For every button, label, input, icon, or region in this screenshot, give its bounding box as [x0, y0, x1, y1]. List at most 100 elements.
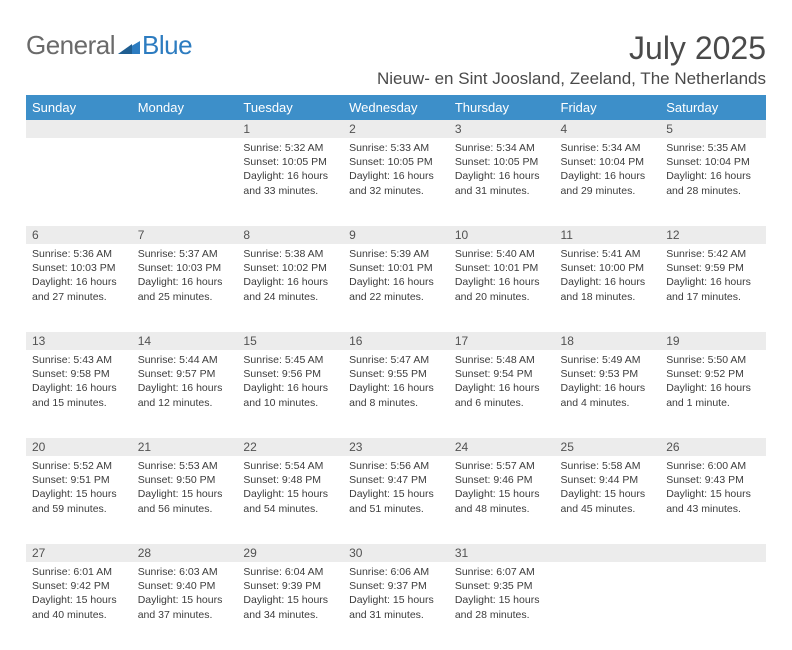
- daynum-row: 12345: [26, 120, 766, 138]
- sunset-line: Sunset: 10:02 PM: [243, 261, 337, 275]
- day-cell: [26, 138, 132, 226]
- day-number: 23: [343, 438, 449, 456]
- day-number: 12: [660, 226, 766, 244]
- daylight-line: Daylight: 16 hours and 17 minutes.: [666, 275, 760, 303]
- day-number: 14: [132, 332, 238, 350]
- weekday-header-row: SundayMondayTuesdayWednesdayThursdayFrid…: [26, 95, 766, 120]
- page-title: July 2025: [377, 30, 766, 67]
- sunset-line: Sunset: 9:54 PM: [455, 367, 549, 381]
- week-row: Sunrise: 5:32 AMSunset: 10:05 PMDaylight…: [26, 138, 766, 226]
- day-cell: Sunrise: 5:43 AMSunset: 9:58 PMDaylight:…: [26, 350, 132, 438]
- day-cell: Sunrise: 5:57 AMSunset: 9:46 PMDaylight:…: [449, 456, 555, 544]
- sunset-line: Sunset: 9:52 PM: [666, 367, 760, 381]
- day-content: Sunrise: 5:37 AMSunset: 10:03 PMDaylight…: [132, 244, 238, 308]
- sunset-line: Sunset: 9:39 PM: [243, 579, 337, 593]
- sunrise-line: Sunrise: 6:00 AM: [666, 459, 760, 473]
- daylight-line: Daylight: 16 hours and 24 minutes.: [243, 275, 337, 303]
- logo-icon: [118, 30, 140, 61]
- day-number: 15: [237, 332, 343, 350]
- day-number: 20: [26, 438, 132, 456]
- day-cell: Sunrise: 5:33 AMSunset: 10:05 PMDaylight…: [343, 138, 449, 226]
- weekday-header: Wednesday: [343, 95, 449, 120]
- day-cell: Sunrise: 5:42 AMSunset: 9:59 PMDaylight:…: [660, 244, 766, 332]
- sunrise-line: Sunrise: 5:35 AM: [666, 141, 760, 155]
- day-cell: Sunrise: 6:00 AMSunset: 9:43 PMDaylight:…: [660, 456, 766, 544]
- daylight-line: Daylight: 16 hours and 15 minutes.: [32, 381, 126, 409]
- sunrise-line: Sunrise: 5:36 AM: [32, 247, 126, 261]
- sunrise-line: Sunrise: 5:34 AM: [561, 141, 655, 155]
- day-cell: Sunrise: 5:44 AMSunset: 9:57 PMDaylight:…: [132, 350, 238, 438]
- header: General Blue July 2025 Nieuw- en Sint Jo…: [26, 30, 766, 89]
- daylight-line: Daylight: 16 hours and 8 minutes.: [349, 381, 443, 409]
- day-number: 10: [449, 226, 555, 244]
- day-content: Sunrise: 5:57 AMSunset: 9:46 PMDaylight:…: [449, 456, 555, 520]
- sunrise-line: Sunrise: 6:07 AM: [455, 565, 549, 579]
- day-number: 3: [449, 120, 555, 138]
- sunset-line: Sunset: 10:04 PM: [561, 155, 655, 169]
- weekday-header: Saturday: [660, 95, 766, 120]
- week-row: Sunrise: 6:01 AMSunset: 9:42 PMDaylight:…: [26, 562, 766, 650]
- sunset-line: Sunset: 10:03 PM: [138, 261, 232, 275]
- day-cell: Sunrise: 5:45 AMSunset: 9:56 PMDaylight:…: [237, 350, 343, 438]
- sunrise-line: Sunrise: 6:03 AM: [138, 565, 232, 579]
- day-content: Sunrise: 6:00 AMSunset: 9:43 PMDaylight:…: [660, 456, 766, 520]
- day-content: Sunrise: 5:45 AMSunset: 9:56 PMDaylight:…: [237, 350, 343, 414]
- sunset-line: Sunset: 9:53 PM: [561, 367, 655, 381]
- day-cell: [555, 562, 661, 650]
- daylight-line: Daylight: 16 hours and 22 minutes.: [349, 275, 443, 303]
- day-content: Sunrise: 5:34 AMSunset: 10:05 PMDaylight…: [449, 138, 555, 202]
- sunrise-line: Sunrise: 6:01 AM: [32, 565, 126, 579]
- sunrise-line: Sunrise: 5:48 AM: [455, 353, 549, 367]
- daynum-row: 20212223242526: [26, 438, 766, 456]
- day-cell: Sunrise: 5:40 AMSunset: 10:01 PMDaylight…: [449, 244, 555, 332]
- title-block: July 2025 Nieuw- en Sint Joosland, Zeela…: [377, 30, 766, 89]
- day-cell: Sunrise: 5:53 AMSunset: 9:50 PMDaylight:…: [132, 456, 238, 544]
- daylight-line: Daylight: 16 hours and 1 minute.: [666, 381, 760, 409]
- day-number: 16: [343, 332, 449, 350]
- daylight-line: Daylight: 15 hours and 40 minutes.: [32, 593, 126, 621]
- day-cell: Sunrise: 5:38 AMSunset: 10:02 PMDaylight…: [237, 244, 343, 332]
- daylight-line: Daylight: 16 hours and 32 minutes.: [349, 169, 443, 197]
- day-content: Sunrise: 5:39 AMSunset: 10:01 PMDaylight…: [343, 244, 449, 308]
- day-content: Sunrise: 5:44 AMSunset: 9:57 PMDaylight:…: [132, 350, 238, 414]
- day-cell: Sunrise: 5:34 AMSunset: 10:05 PMDaylight…: [449, 138, 555, 226]
- daylight-line: Daylight: 16 hours and 33 minutes.: [243, 169, 337, 197]
- day-content: Sunrise: 5:54 AMSunset: 9:48 PMDaylight:…: [237, 456, 343, 520]
- day-content: Sunrise: 5:52 AMSunset: 9:51 PMDaylight:…: [26, 456, 132, 520]
- day-number: [555, 544, 661, 562]
- daynum-row: 6789101112: [26, 226, 766, 244]
- sunset-line: Sunset: 10:03 PM: [32, 261, 126, 275]
- week-row: Sunrise: 5:52 AMSunset: 9:51 PMDaylight:…: [26, 456, 766, 544]
- sunset-line: Sunset: 10:05 PM: [455, 155, 549, 169]
- day-number: 24: [449, 438, 555, 456]
- sunset-line: Sunset: 9:37 PM: [349, 579, 443, 593]
- daylight-line: Daylight: 16 hours and 10 minutes.: [243, 381, 337, 409]
- day-content: Sunrise: 5:53 AMSunset: 9:50 PMDaylight:…: [132, 456, 238, 520]
- day-content: Sunrise: 5:43 AMSunset: 9:58 PMDaylight:…: [26, 350, 132, 414]
- sunset-line: Sunset: 9:55 PM: [349, 367, 443, 381]
- day-number: 18: [555, 332, 661, 350]
- sunrise-line: Sunrise: 6:06 AM: [349, 565, 443, 579]
- day-content: Sunrise: 5:50 AMSunset: 9:52 PMDaylight:…: [660, 350, 766, 414]
- day-number: 31: [449, 544, 555, 562]
- day-content: Sunrise: 6:04 AMSunset: 9:39 PMDaylight:…: [237, 562, 343, 626]
- daylight-line: Daylight: 15 hours and 59 minutes.: [32, 487, 126, 515]
- sunset-line: Sunset: 9:48 PM: [243, 473, 337, 487]
- day-cell: Sunrise: 5:56 AMSunset: 9:47 PMDaylight:…: [343, 456, 449, 544]
- daylight-line: Daylight: 15 hours and 45 minutes.: [561, 487, 655, 515]
- day-cell: Sunrise: 5:48 AMSunset: 9:54 PMDaylight:…: [449, 350, 555, 438]
- day-cell: Sunrise: 5:54 AMSunset: 9:48 PMDaylight:…: [237, 456, 343, 544]
- weekday-header: Tuesday: [237, 95, 343, 120]
- weekday-header: Thursday: [449, 95, 555, 120]
- day-content: Sunrise: 5:41 AMSunset: 10:00 PMDaylight…: [555, 244, 661, 308]
- day-number: 19: [660, 332, 766, 350]
- day-cell: Sunrise: 5:50 AMSunset: 9:52 PMDaylight:…: [660, 350, 766, 438]
- day-number: 17: [449, 332, 555, 350]
- day-number: 5: [660, 120, 766, 138]
- sunrise-line: Sunrise: 5:41 AM: [561, 247, 655, 261]
- sunrise-line: Sunrise: 5:42 AM: [666, 247, 760, 261]
- sunset-line: Sunset: 9:59 PM: [666, 261, 760, 275]
- day-cell: Sunrise: 5:58 AMSunset: 9:44 PMDaylight:…: [555, 456, 661, 544]
- sunset-line: Sunset: 9:51 PM: [32, 473, 126, 487]
- sunset-line: Sunset: 9:43 PM: [666, 473, 760, 487]
